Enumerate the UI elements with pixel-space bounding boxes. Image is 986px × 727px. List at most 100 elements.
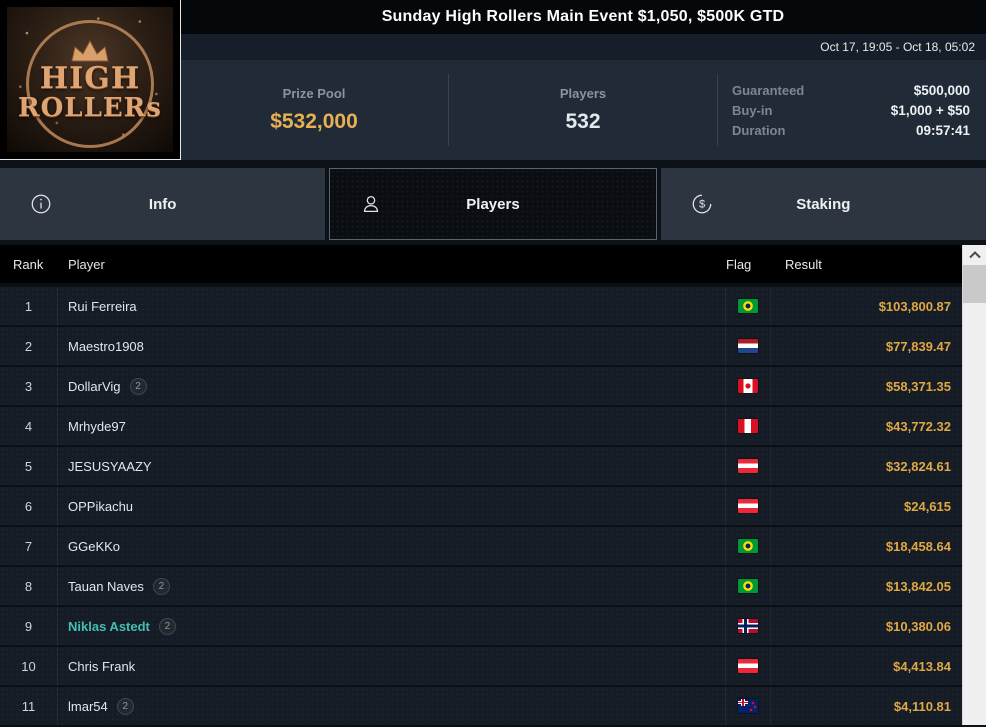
players-table-main: Rank Player Flag Result 1 Rui Ferreira $10…: [0, 245, 962, 727]
country-flag-icon-nz: [738, 699, 758, 713]
table-row[interactable]: 4 Mrhyde97 $43,772.32: [0, 407, 962, 447]
rank-cell: 2: [0, 327, 58, 365]
rank-cell: 1: [0, 287, 58, 325]
player-name: Mrhyde97: [68, 418, 126, 434]
buyin-line: Buy-in $1,000 + $50: [732, 103, 970, 118]
crown-icon: [68, 39, 112, 63]
result-cell: $43,772.32: [885, 418, 951, 434]
scrollbar-thumb[interactable]: [963, 265, 986, 303]
rank-cell: 8: [0, 567, 58, 605]
prize-pool-block: Prize Pool $532,000: [180, 60, 448, 160]
event-details-block: Guaranteed $500,000 Buy-in $1,000 + $50 …: [718, 60, 986, 160]
column-header-rank: Rank: [13, 256, 44, 272]
logo-ring: [26, 19, 154, 148]
table-header: Rank Player Flag Result: [0, 245, 962, 287]
page-title: Sunday High Rollers Main Event $1,050, $…: [381, 8, 785, 25]
table-row[interactable]: 2 Maestro1908 $77,839.47: [0, 327, 962, 367]
rank-cell: 5: [0, 447, 58, 485]
flag-cell: [726, 607, 771, 645]
country-flag-icon-ca: [738, 379, 758, 393]
logo-text-high: HIGH: [39, 61, 141, 97]
table-row[interactable]: 11 lmar54 2 $4,110.81: [0, 687, 962, 727]
table-row[interactable]: 9 Niklas Astedt 2 $10,380.06: [0, 607, 962, 647]
tab-staking-label: Staking: [796, 195, 851, 213]
rank-cell: 10: [0, 647, 58, 685]
player-name: GGeKKo: [68, 538, 121, 554]
high-rollers-logo: HIGH ROLLERs: [0, 0, 181, 160]
player-name: Maestro1908: [68, 338, 144, 354]
divider: [448, 74, 449, 146]
country-flag-icon-br: [738, 579, 758, 593]
player-name: DollarVig: [68, 378, 121, 394]
result-cell: $13,842.05: [885, 578, 951, 594]
player-cell: Niklas Astedt 2: [58, 607, 726, 645]
event-date-range: Oct 17, 19:05 - Oct 18, 05:02: [820, 40, 975, 54]
flag-cell: [726, 447, 771, 485]
flag-cell: [726, 407, 771, 445]
tab-players-label: Players: [466, 195, 520, 213]
rank-cell: 4: [0, 407, 58, 445]
flag-cell: [726, 487, 771, 525]
player-cell: GGeKKo: [58, 527, 726, 565]
table-row[interactable]: 3 DollarVig 2 $58,371.35: [0, 367, 962, 407]
result-cell: $18,458.64: [885, 538, 951, 554]
table-row[interactable]: 5 JESUSYAAZY $32,824.61: [0, 447, 962, 487]
table-row[interactable]: 8 Tauan Naves 2 $13,842.05: [0, 567, 962, 607]
flag-cell: [726, 367, 771, 405]
players-value: 532: [565, 110, 601, 133]
logo-artwork: HIGH ROLLERs: [7, 7, 173, 152]
tab-info[interactable]: Info: [0, 168, 326, 240]
players-label: Players: [559, 86, 607, 101]
info-icon: [30, 193, 52, 215]
player-name: Tauan Naves: [68, 578, 144, 594]
player-cell: JESUSYAAZY: [58, 447, 726, 485]
players-icon: [360, 193, 382, 215]
player-cell: Maestro1908: [58, 327, 726, 365]
table-row[interactable]: 10 Chris Frank $4,413.84: [0, 647, 962, 687]
flag-cell: [726, 527, 771, 565]
result-cell: $32,824.61: [885, 458, 951, 474]
player-name: OPPikachu: [68, 498, 134, 514]
prize-pool-label: Prize Pool: [282, 86, 346, 101]
country-flag-icon-nl: [738, 339, 758, 353]
prize-pool-value: $532,000: [270, 110, 358, 133]
tab-staking[interactable]: $ Staking: [660, 168, 986, 240]
result-cell: $24,615: [904, 498, 951, 514]
table-row[interactable]: 6 OPPikachu $24,615: [0, 487, 962, 527]
staking-icon: $: [691, 193, 713, 215]
guaranteed-label: Guaranteed: [732, 82, 805, 98]
rank-cell: 3: [0, 367, 58, 405]
flag-cell: [726, 567, 771, 605]
country-flag-icon-br: [738, 299, 758, 313]
player-name[interactable]: Niklas Astedt: [68, 618, 150, 634]
duration-line: Duration 09:57:41: [732, 123, 970, 138]
country-flag-icon-at: [738, 499, 758, 513]
player-cell: OPPikachu: [58, 487, 726, 525]
rank-cell: 7: [0, 527, 58, 565]
column-header-player: Player: [68, 256, 105, 272]
flag-cell: [726, 327, 771, 365]
rank-cell: 11: [0, 687, 58, 725]
country-flag-icon-at: [738, 659, 758, 673]
tab-players[interactable]: Players: [329, 168, 657, 240]
chevron-up-icon: [968, 251, 981, 259]
result-cell: $10,380.06: [885, 618, 951, 634]
scrollbar[interactable]: [962, 245, 986, 725]
country-flag-icon-at: [738, 459, 758, 473]
player-name: JESUSYAAZY: [68, 458, 152, 474]
table-row[interactable]: 7 GGeKKo $18,458.64: [0, 527, 962, 567]
divider: [717, 74, 718, 146]
duration-label: Duration: [732, 122, 786, 138]
logo-text-rollers: ROLLERs: [18, 92, 162, 123]
guaranteed-value: $500,000: [913, 82, 970, 98]
result-cell: $4,110.81: [893, 698, 951, 714]
result-cell: $77,839.47: [885, 338, 951, 354]
flag-cell: [726, 687, 771, 725]
entries-badge: 2: [152, 577, 170, 595]
rank-cell: 9: [0, 607, 58, 645]
entries-badge: 2: [158, 617, 176, 635]
tab-info-label: Info: [148, 195, 177, 213]
scroll-up-button[interactable]: [963, 245, 986, 265]
table-row[interactable]: 1 Rui Ferreira $103,800.87: [0, 287, 962, 327]
duration-value: 09:57:41: [915, 122, 970, 138]
